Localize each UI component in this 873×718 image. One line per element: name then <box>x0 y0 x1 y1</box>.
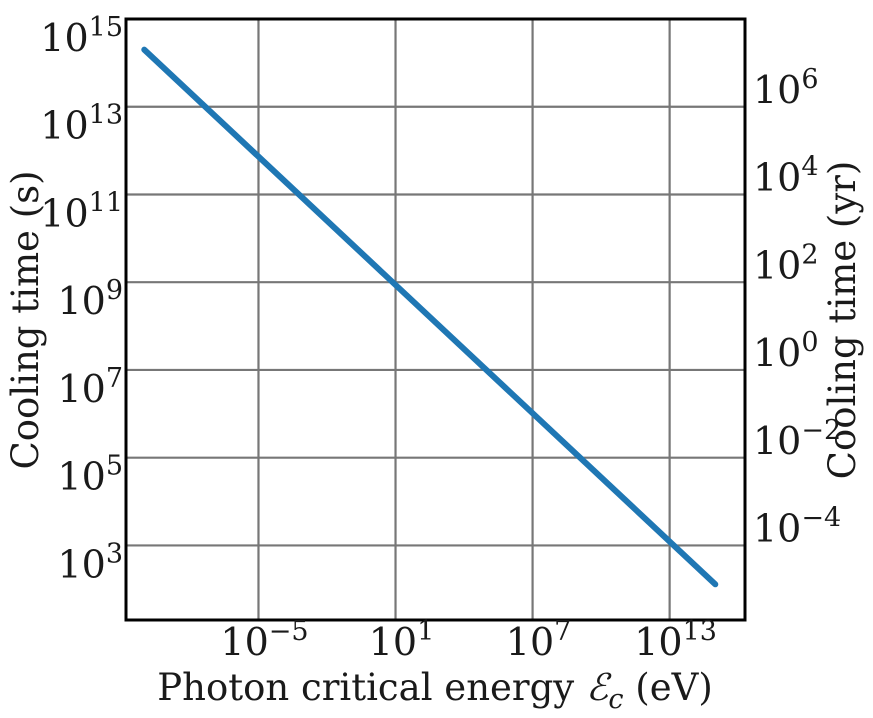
y-right-tick-label-3-base: 10 <box>753 243 801 287</box>
y-tick-label-4: 1011 <box>40 187 123 235</box>
y-tick-label-6: 1015 <box>40 12 123 60</box>
x-axis-label-symbol: ℰ <box>586 666 612 709</box>
x-axis-label-subscript: c <box>608 684 623 715</box>
y-axis-label: Cooling time (s) <box>4 170 47 469</box>
y-tick-label-2: 107 <box>57 363 123 411</box>
x-tick-label-0-base: 10 <box>220 620 268 664</box>
y-tick-label-6-base: 10 <box>40 16 88 60</box>
y-right-tick-label-1-base: 10 <box>753 419 801 463</box>
y-right-tick-label-4-base: 10 <box>753 156 801 200</box>
x-tick-label-3: 1013 <box>634 616 717 664</box>
y-right-tick-label-4: 104 <box>753 152 819 200</box>
x-axis-label-prefix: Photon critical energy <box>157 666 586 709</box>
y-right-tick-label-0-base: 10 <box>753 507 801 551</box>
x-tick-label-0: 10−5 <box>220 616 308 664</box>
y-right-tick-label-5: 106 <box>753 64 819 112</box>
y-tick-label-5: 1013 <box>40 100 123 148</box>
x-axis-label: Photon critical energy ℰc (eV) <box>157 666 713 715</box>
x-tick-label-1-base: 10 <box>369 620 417 664</box>
y-right-tick-label-2-exponent: 0 <box>801 327 818 358</box>
y-tick-label-0: 103 <box>57 538 123 586</box>
y-right-tick-label-4-exponent: 4 <box>801 152 818 183</box>
y-tick-label-6-exponent: 15 <box>89 12 123 43</box>
y-tick-label-3: 109 <box>57 275 123 323</box>
y-right-tick-label-5-base: 10 <box>753 68 801 112</box>
y-tick-label-2-exponent: 7 <box>106 363 123 394</box>
y-tick-label-5-base: 10 <box>40 104 88 148</box>
y-right-tick-label-3: 102 <box>753 239 819 287</box>
y-tick-label-2-base: 10 <box>57 367 105 411</box>
x-tick-label-2: 107 <box>506 616 572 664</box>
series-line-0 <box>141 46 719 588</box>
y-tick-label-0-exponent: 3 <box>106 538 123 569</box>
y-tick-label-4-base: 10 <box>40 191 88 235</box>
y-right-tick-label-2: 100 <box>753 327 819 375</box>
y-tick-label-0-base: 10 <box>57 542 105 586</box>
x-tick-labels: 10−5 101 107 1013 <box>220 616 717 664</box>
y-tick-label-1-exponent: 5 <box>106 451 123 482</box>
x-tick-label-3-base: 10 <box>634 620 682 664</box>
y-right-tick-label-0-exponent: −4 <box>801 503 841 534</box>
y-tick-label-4-exponent: 11 <box>89 187 123 218</box>
y-tick-label-1-base: 10 <box>57 455 105 499</box>
y-right-tick-label-3-exponent: 2 <box>801 239 818 270</box>
y-right-tick-label-5-exponent: 6 <box>801 64 818 95</box>
x-tick-label-3-exponent: 13 <box>683 616 717 647</box>
y-tick-label-3-base: 10 <box>57 279 105 323</box>
x-tick-label-2-exponent: 7 <box>554 616 571 647</box>
y-right-tick-label-2-base: 10 <box>753 331 801 375</box>
x-tick-label-1-exponent: 1 <box>417 616 434 647</box>
x-tick-label-1: 101 <box>369 616 435 664</box>
y-right-axis-label: Cooling time (yr) <box>821 161 864 480</box>
x-tick-label-0-exponent: −5 <box>269 616 309 647</box>
y-right-tick-label-1: 10−2 <box>753 415 841 463</box>
y-tick-label-1: 105 <box>57 451 123 499</box>
y-right-tick-label-0: 10−4 <box>753 503 841 551</box>
x-axis-label-suffix: (eV) <box>624 666 713 709</box>
y-tick-label-3-exponent: 9 <box>106 275 123 306</box>
series-layer <box>141 46 719 588</box>
plot-frame <box>124 17 747 622</box>
y-right-tick-label-1-exponent: −2 <box>801 415 841 446</box>
x-tick-label-2-base: 10 <box>506 620 554 664</box>
y-tick-label-5-exponent: 13 <box>89 100 123 131</box>
